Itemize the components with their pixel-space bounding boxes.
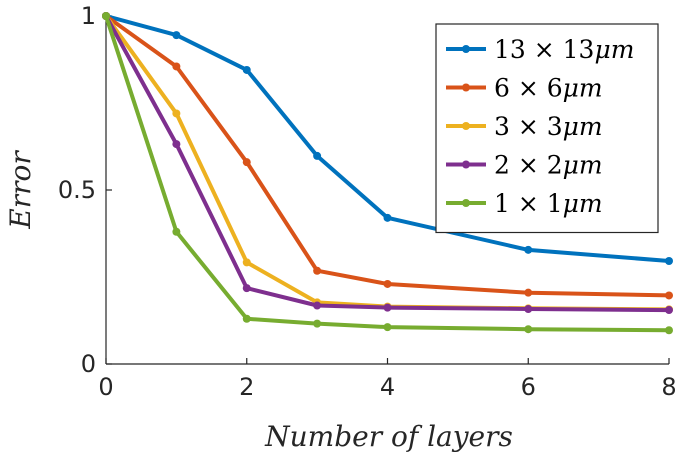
data-point	[383, 213, 392, 222]
legend-label: 2 × 2μm	[494, 151, 603, 180]
data-point	[172, 31, 181, 40]
legend-label: 1 × 1μm	[494, 189, 603, 218]
data-point	[242, 158, 251, 167]
data-point	[524, 305, 533, 314]
data-point	[172, 109, 181, 118]
series-group	[102, 12, 673, 335]
x-tick-label: 2	[239, 373, 254, 401]
data-point	[665, 256, 673, 265]
x-tick-label: 0	[98, 373, 113, 401]
legend-item: 6 × 6μm	[446, 74, 603, 103]
legend-marker	[462, 122, 470, 130]
data-point	[242, 284, 251, 293]
legend-item: 1 × 1μm	[446, 189, 603, 218]
data-point	[242, 65, 251, 74]
data-point	[242, 258, 251, 267]
data-point	[172, 140, 181, 149]
x-axis-title: Number of layers	[264, 420, 513, 453]
y-tick-label: 1	[81, 2, 96, 30]
legend-box	[435, 23, 659, 234]
legend-item: 2 × 2μm	[446, 151, 603, 180]
data-point	[242, 314, 251, 323]
legend: 13 × 13μm 6 × 6μm 3 × 3μm 2 × 2μm 1 × 1μm	[435, 23, 659, 234]
data-point	[383, 279, 392, 288]
legend-marker	[462, 160, 470, 169]
data-point	[524, 245, 533, 254]
legend-item: 3 × 3μm	[446, 112, 603, 141]
data-point	[383, 303, 392, 312]
x-tick-label: 4	[380, 373, 395, 401]
data-point	[172, 227, 181, 236]
data-point	[665, 326, 673, 335]
data-point	[313, 301, 322, 310]
data-point	[524, 325, 533, 334]
data-point	[313, 151, 322, 160]
legend-label: 13 × 13μm	[494, 35, 634, 64]
legend-label: 6 × 6μm	[494, 74, 603, 103]
data-point	[313, 319, 322, 328]
legend-item: 13 × 13μm	[446, 35, 634, 64]
data-point	[102, 12, 110, 20]
series-5	[102, 12, 673, 335]
data-point	[383, 323, 392, 332]
legend-marker	[462, 199, 470, 207]
y-tick-label: 0	[81, 350, 96, 378]
y-tick-label: 0.5	[58, 176, 96, 204]
data-point	[665, 306, 673, 315]
x-tick-label: 6	[521, 373, 536, 401]
legend-marker	[462, 45, 470, 53]
legend-label: 3 × 3μm	[494, 112, 603, 141]
legend-marker	[462, 83, 470, 92]
x-tick-label: 8	[661, 373, 676, 401]
data-point	[172, 62, 181, 71]
data-point	[313, 266, 322, 275]
data-point	[524, 288, 533, 297]
y-axis-title: Error	[4, 150, 37, 230]
data-point	[665, 291, 673, 300]
